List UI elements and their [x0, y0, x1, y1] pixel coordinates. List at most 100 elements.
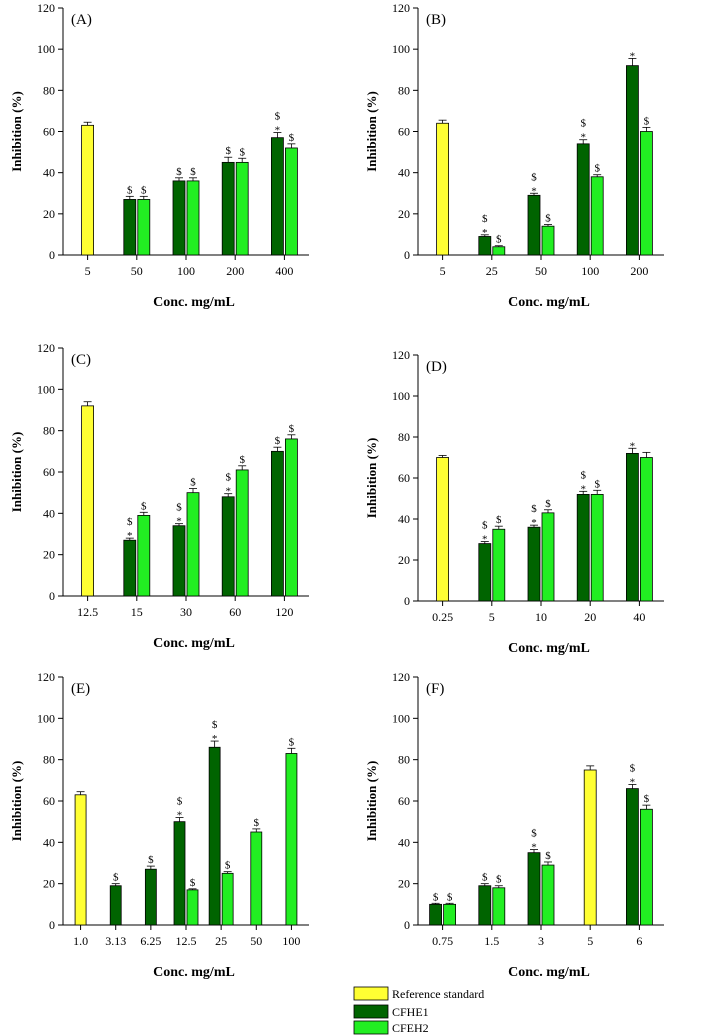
significance-dollar: $: [176, 502, 182, 514]
significance-dollar: $: [545, 498, 551, 510]
bar-cfhe1: [221, 161, 235, 256]
significance-dollar: $: [496, 234, 502, 246]
significance-dollar: $: [580, 118, 586, 130]
x-tick-label: 400: [275, 264, 293, 278]
x-tick-label: 100: [282, 934, 300, 948]
bar-reference: [81, 405, 94, 597]
significance-dollar: $: [212, 719, 218, 731]
significance-dollar: $: [225, 145, 231, 157]
significance-dollar: $: [289, 423, 295, 435]
bar-cfhe2: [590, 176, 604, 256]
significance-dollar: $: [275, 111, 281, 123]
x-tick-label: 6: [636, 934, 642, 948]
significance-dollar: $: [113, 872, 119, 884]
significance-dollar: $: [482, 520, 488, 532]
bar-cfhe2: [186, 492, 200, 597]
x-tick-label: 6.25: [140, 934, 161, 948]
x-tick-label: 5: [85, 264, 91, 278]
chart-panel-2: 0 20 40 60 80 100 120 Inhibition (%) Conc. mg/mL…: [9, 341, 309, 651]
significance-star: *: [531, 517, 537, 529]
y-tick-label: 60: [398, 125, 410, 139]
y-tick-label: 60: [43, 125, 55, 139]
y-axis-label: Inhibition (%): [364, 438, 379, 519]
bar-cfhe1: [208, 746, 221, 926]
significance-star: *: [225, 486, 231, 498]
bar-cfhe1: [144, 868, 157, 926]
panel-label: (F): [426, 681, 444, 697]
panel-label: (B): [426, 12, 446, 28]
y-tick-label: 120: [392, 1, 410, 15]
significance-star: *: [212, 733, 218, 745]
chart-panel-1: 0 20 40 60 80 100 120 Inhibition (%) Conc. mg/mL…: [364, 1, 664, 310]
bar-cfhe1: [270, 450, 284, 597]
x-tick-label: 50: [131, 264, 143, 278]
y-tick-label: 0: [404, 248, 410, 262]
x-tick-label: 200: [226, 264, 244, 278]
y-tick-label: 20: [43, 548, 55, 562]
significance-dollar: $: [531, 828, 537, 840]
significance-star: *: [580, 132, 586, 144]
y-tick-label: 40: [43, 835, 55, 849]
bar-cfhe1: [270, 137, 284, 256]
bar-cfhe1: [478, 543, 492, 602]
bar-cfhe1: [576, 143, 590, 256]
significance-dollar: $: [176, 166, 182, 178]
y-tick-label: 100: [392, 711, 410, 725]
y-tick-label: 40: [398, 166, 410, 180]
y-tick-label: 20: [43, 877, 55, 891]
x-tick-label: 100: [581, 264, 599, 278]
bar-cfhe2: [492, 528, 506, 602]
bar-cfhe2: [137, 199, 151, 256]
significance-dollar: $: [275, 435, 281, 447]
significance-dollar: $: [127, 516, 133, 528]
chart-panel-4: 0 20 40 60 80 100 120 Inhibition (%) Conc. mg/mL…: [9, 670, 309, 980]
x-tick-label: 40: [633, 610, 645, 624]
y-axis-label: Inhibition (%): [9, 432, 24, 513]
y-tick-label: 0: [49, 918, 55, 932]
y-tick-label: 40: [398, 512, 410, 526]
y-tick-label: 120: [37, 670, 55, 684]
y-tick-label: 120: [392, 670, 410, 684]
significance-dollar: $: [482, 213, 488, 225]
y-tick-label: 40: [43, 166, 55, 180]
significance-dollar: $: [239, 146, 245, 158]
significance-dollar: $: [225, 860, 231, 872]
bar-cfhe1: [173, 821, 186, 926]
significance-dollar: $: [644, 793, 650, 805]
y-tick-label: 80: [398, 430, 410, 444]
panel-label: (C): [71, 352, 91, 368]
significance-dollar: $: [496, 514, 502, 526]
bar-cfhe2: [541, 225, 555, 256]
bar-cfhe1: [527, 526, 541, 602]
bar-cfhe2: [284, 147, 298, 256]
bar-cfhe2: [492, 887, 506, 926]
significance-dollar: $: [545, 850, 551, 862]
y-tick-label: 0: [404, 918, 410, 932]
x-tick-label: 50: [535, 264, 547, 278]
x-tick-label: 5: [587, 934, 593, 948]
panel-label: (E): [71, 681, 90, 697]
x-tick-label: 10: [535, 610, 547, 624]
y-tick-label: 100: [392, 42, 410, 56]
bar-reference: [74, 794, 87, 926]
significance-dollar: $: [177, 796, 183, 808]
significance-dollar: $: [141, 500, 147, 512]
x-tick-label: 12.5: [77, 605, 98, 619]
x-tick-label: 25: [215, 934, 227, 948]
significance-dollar: $: [594, 478, 600, 490]
y-tick-label: 120: [392, 348, 410, 362]
y-axis-label: Inhibition (%): [9, 91, 24, 172]
y-tick-label: 80: [43, 753, 55, 767]
bar-reference: [81, 124, 94, 256]
significance-star: *: [630, 50, 636, 62]
y-tick-label: 40: [43, 506, 55, 520]
significance-dollar: $: [644, 115, 650, 127]
y-tick-label: 120: [37, 1, 55, 15]
bar-cfhe1: [626, 452, 639, 602]
y-axis-label: Inhibition (%): [9, 761, 24, 842]
panel-label: (D): [426, 359, 447, 375]
significance-dollar: $: [190, 166, 196, 178]
legend-label-cfhe2: CFEH2: [392, 1021, 429, 1035]
